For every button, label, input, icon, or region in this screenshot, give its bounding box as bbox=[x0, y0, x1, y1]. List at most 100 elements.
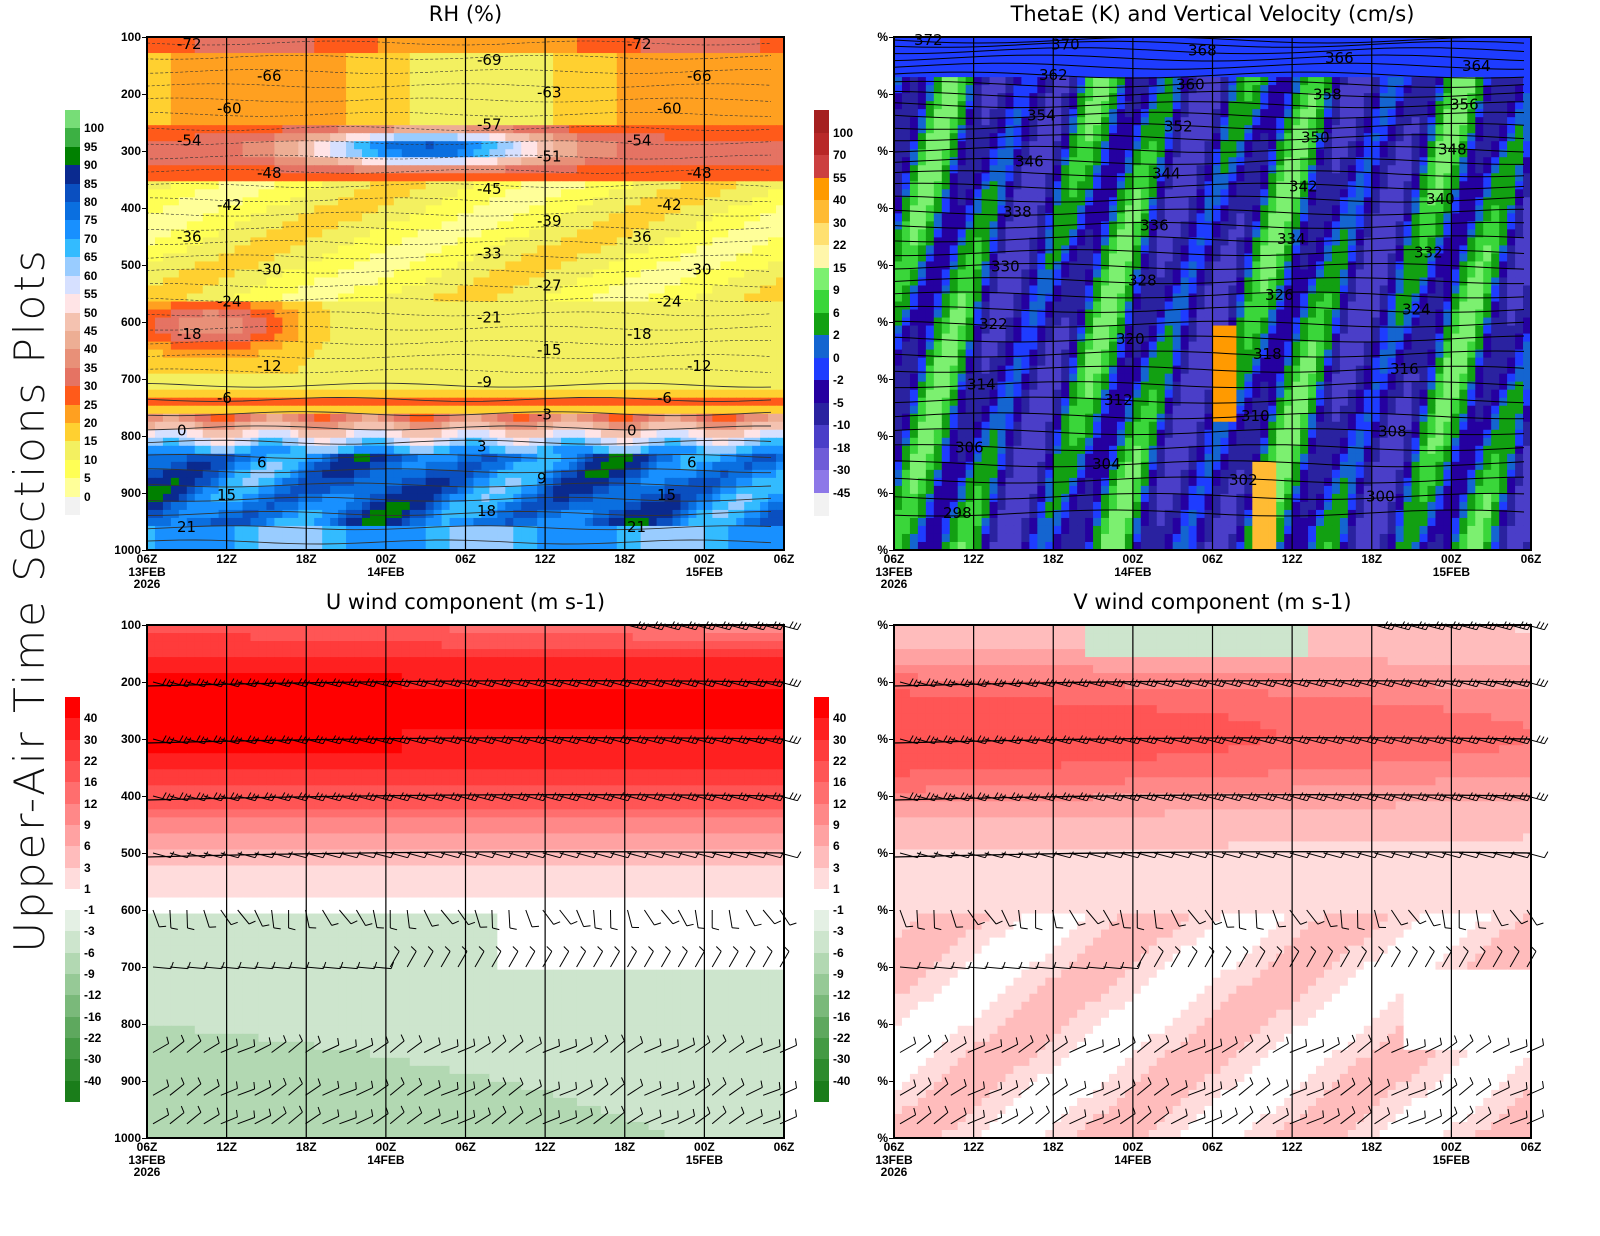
chart-title: U wind component (m s-1) bbox=[147, 590, 784, 614]
y-tick-mark bbox=[889, 625, 894, 626]
colorbar-swatch bbox=[814, 267, 829, 291]
y-tick-mark bbox=[889, 550, 894, 551]
colorbar-swatch bbox=[65, 760, 80, 783]
temperature-contours bbox=[146, 40, 772, 545]
x-tick-label: 12Z bbox=[197, 553, 257, 565]
y-tick-mark bbox=[889, 853, 894, 854]
colorbar-swatch bbox=[65, 974, 80, 996]
y-tick-label: % bbox=[848, 847, 888, 859]
y-tick-mark bbox=[142, 151, 147, 152]
contour-label: -18 bbox=[177, 325, 202, 343]
colorbar-swatch bbox=[65, 888, 80, 911]
colorbar-swatch bbox=[65, 367, 80, 387]
contour-label: 21 bbox=[627, 518, 646, 536]
contour-label: 328 bbox=[1128, 272, 1157, 290]
colorbar-swatch bbox=[65, 846, 80, 869]
wind-barb-row bbox=[893, 678, 1549, 688]
contour-label: -63 bbox=[537, 83, 562, 101]
colorbar-label: 5 bbox=[84, 472, 91, 484]
y-tick-label: % bbox=[848, 619, 888, 631]
y-tick-mark bbox=[142, 493, 147, 494]
y-tick-mark bbox=[142, 265, 147, 266]
y-tick-label: 800 bbox=[101, 430, 141, 442]
contour-label: -3 bbox=[537, 405, 552, 423]
y-tick-mark bbox=[142, 550, 147, 551]
y-tick-mark bbox=[889, 1081, 894, 1082]
x-date-label: 15FEB bbox=[674, 1154, 734, 1166]
contour-label: 300 bbox=[1366, 487, 1395, 505]
x-tick-label: 12Z bbox=[515, 553, 575, 565]
contour-label: -36 bbox=[177, 228, 202, 246]
colorbar-swatch bbox=[814, 1059, 829, 1082]
colorbar-label: -3 bbox=[84, 925, 95, 937]
y-tick-mark bbox=[889, 739, 894, 740]
colorbar-label: 100 bbox=[833, 127, 853, 139]
colorbar-swatch bbox=[814, 177, 829, 201]
contour-label: 346 bbox=[1015, 152, 1044, 170]
colorbar-swatch bbox=[65, 146, 80, 166]
y-tick-label: 600 bbox=[101, 904, 141, 916]
contour-label: 304 bbox=[1092, 455, 1121, 473]
colorbar-swatch bbox=[65, 1038, 80, 1060]
y-tick-mark bbox=[142, 682, 147, 683]
colorbar-label: -40 bbox=[833, 1075, 850, 1087]
colorbar-label: -12 bbox=[833, 989, 850, 1001]
x-date-label: 15FEB bbox=[674, 566, 734, 578]
y-tick-label: % bbox=[848, 88, 888, 100]
contour-label: -21 bbox=[477, 309, 502, 327]
colorbar-label: -30 bbox=[833, 1053, 850, 1065]
colorbar-swatch bbox=[65, 257, 80, 277]
y-tick-mark bbox=[889, 436, 894, 437]
colorbar-swatch bbox=[65, 238, 80, 258]
colorbar-swatch bbox=[65, 995, 80, 1018]
y-tick-label: 400 bbox=[101, 790, 141, 802]
colorbar-swatch bbox=[65, 441, 80, 461]
contour-label: -51 bbox=[537, 148, 562, 166]
colorbar-label: -9 bbox=[84, 968, 95, 980]
colorbar-label: 30 bbox=[833, 734, 846, 746]
y-tick-label: 900 bbox=[101, 487, 141, 499]
colorbar-label: 9 bbox=[833, 284, 840, 296]
contour-label: 340 bbox=[1426, 190, 1455, 208]
contour-label: 370 bbox=[1051, 35, 1080, 53]
x-date-label: 14FEB bbox=[356, 1154, 416, 1166]
colorbar-label: 9 bbox=[833, 819, 840, 831]
colorbar: 100 95 90 85 80 75 70 65 60 55 50 45 40 35 30 25 20 15 10 5… bbox=[65, 110, 110, 516]
colorbar-label: -1 bbox=[833, 904, 844, 916]
colorbar-swatch bbox=[65, 202, 80, 221]
contour-labels: 372 370 368 366 3643623603583563543523503483… bbox=[914, 31, 1491, 522]
colorbar-swatch bbox=[814, 447, 829, 471]
contour-label: 298 bbox=[943, 504, 972, 522]
colorbar-swatch bbox=[814, 402, 829, 426]
colorbar: 40 30 22 16 12 9 6 3 1 -1 -3 -6 -9 -12 -16 -22 -30 -40 bbox=[814, 697, 859, 1103]
x-tick-label: 06Z bbox=[754, 1141, 814, 1153]
colorbar: 40 30 22 16 12 9 6 3 1 -1 -3 -6 -9 -12 -16 -22 -30 -40 bbox=[65, 697, 110, 1103]
colorbar-label: -1 bbox=[84, 904, 95, 916]
x-tick-label: 18Z bbox=[276, 1141, 336, 1153]
colorbar-swatch bbox=[814, 1016, 829, 1039]
contour-label: 358 bbox=[1313, 85, 1342, 103]
colorbar-swatch bbox=[814, 1080, 829, 1103]
x-tick-label: 06Z bbox=[117, 1141, 177, 1153]
wind-barb-row bbox=[152, 1077, 797, 1096]
colorbar-label: 85 bbox=[84, 178, 97, 190]
colorbar-label: 65 bbox=[84, 251, 97, 263]
colorbar-swatch bbox=[814, 867, 829, 890]
contour-label: -30 bbox=[257, 260, 282, 278]
y-tick-mark bbox=[889, 94, 894, 95]
x-tick-label: 18Z bbox=[1023, 1141, 1083, 1153]
contour-label: 352 bbox=[1164, 117, 1193, 135]
colorbar-swatch bbox=[814, 132, 829, 156]
colorbar-label: -45 bbox=[833, 487, 850, 499]
colorbar-swatch bbox=[814, 824, 829, 847]
contour-label: 356 bbox=[1450, 96, 1479, 114]
colorbar-swatch bbox=[65, 1016, 80, 1039]
x-date-label: 15FEB bbox=[1421, 1154, 1481, 1166]
colorbar-label: -6 bbox=[833, 947, 844, 959]
colorbar-swatch bbox=[65, 165, 80, 185]
y-tick-label: 200 bbox=[101, 676, 141, 688]
contour-label: 368 bbox=[1188, 42, 1217, 60]
colorbar-swatch bbox=[814, 380, 829, 403]
y-tick-mark bbox=[889, 37, 894, 38]
x-tick-label: 00Z bbox=[1103, 553, 1163, 565]
